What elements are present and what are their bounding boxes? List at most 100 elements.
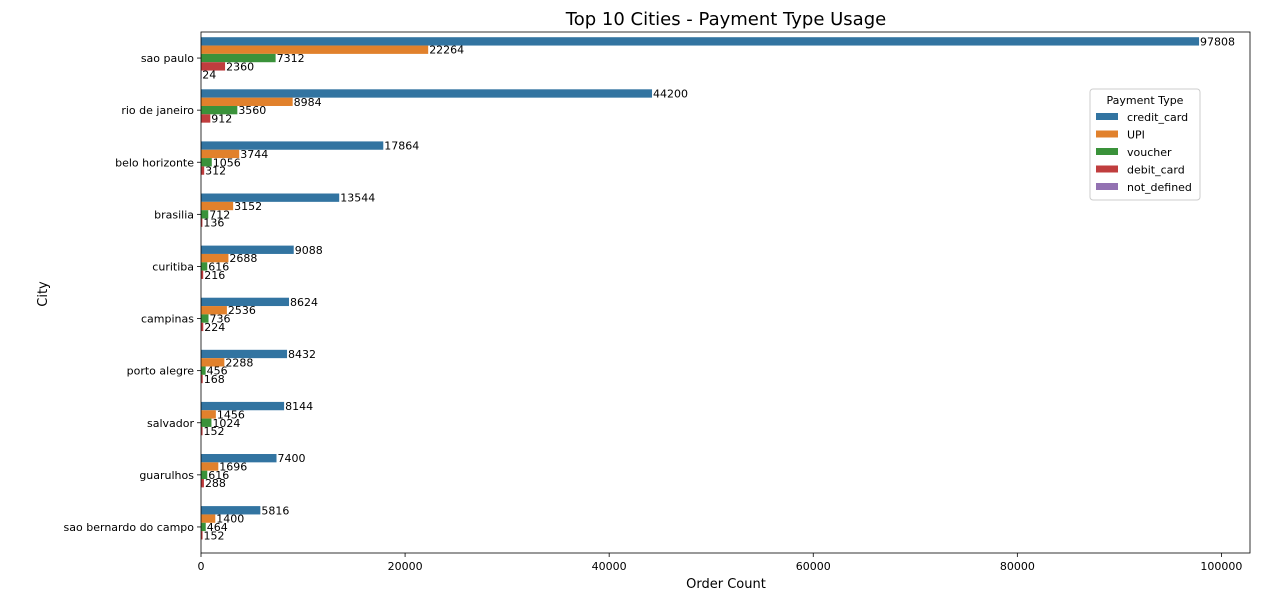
bar-label-debit_card-belo-horizonte: 312 (205, 165, 226, 178)
bar-label-UPI-rio-de-janeiro: 8984 (294, 96, 322, 109)
bar-label-UPI-belo-horizonte: 3744 (240, 148, 268, 161)
y-tick-label-guarulhos: guarulhos (139, 469, 194, 482)
x-tick-label-60000: 60000 (796, 560, 831, 573)
bar-UPI-curitiba (201, 253, 229, 263)
bar-voucher-guarulhos (201, 470, 208, 480)
y-tick-label-rio-de-janeiro: rio de janeiro (121, 104, 194, 117)
bar-voucher-curitiba (201, 262, 208, 271)
bar-label-debit_card-sao-paulo: 2360 (226, 60, 254, 73)
y-tick-label-porto-alegre: porto alegre (127, 365, 195, 378)
bar-credit_card-sao-paulo (201, 37, 1200, 46)
x-tick-label-80000: 80000 (1000, 560, 1035, 573)
bar-label-credit_card-belo-horizonte: 17864 (384, 140, 419, 153)
bar-UPI-sao-bernardo-do-campo (201, 514, 216, 523)
bar-credit_card-brasilia (201, 193, 340, 202)
bar-voucher-belo-horizonte (201, 158, 212, 167)
bar-label-UPI-curitiba: 2688 (229, 252, 257, 265)
bar-label-credit_card-porto-alegre: 8432 (288, 348, 316, 361)
bar-label-UPI-guarulhos: 1696 (219, 461, 247, 474)
bar-credit_card-sao-bernardo-do-campo (201, 506, 261, 515)
bar-label-credit_card-campinas: 8624 (290, 296, 318, 309)
bar-UPI-belo-horizonte (201, 149, 240, 159)
bar-label-debit_card-guarulhos: 288 (205, 477, 226, 490)
bar-UPI-salvador (201, 410, 216, 419)
bar-label-credit_card-salvador: 8144 (285, 400, 313, 413)
legend-label-debit_card: debit_card (1127, 164, 1185, 177)
bar-credit_card-belo-horizonte (201, 141, 384, 150)
bar-label-UPI-sao-bernardo-do-campo: 1400 (216, 513, 244, 526)
bar-label-UPI-porto-alegre: 2288 (225, 356, 253, 369)
bar-voucher-rio-de-janeiro (201, 105, 238, 115)
bar-label-credit_card-brasilia: 13544 (340, 192, 375, 205)
bar-label-debit_card-porto-alegre: 168 (204, 373, 225, 386)
bar-label-voucher-salvador: 1024 (212, 417, 240, 430)
bar-label-voucher-belo-horizonte: 1056 (213, 156, 241, 169)
bar-label-UPI-campinas: 2536 (228, 304, 256, 317)
bar-label-debit_card-campinas: 224 (204, 321, 225, 334)
bar-debit_card-belo-horizonte (201, 166, 205, 175)
bar-label-voucher-rio-de-janeiro: 3560 (238, 104, 266, 117)
bar-label-UPI-brasilia: 3152 (234, 200, 262, 213)
bar-debit_card-porto-alegre (201, 374, 203, 384)
bar-label-voucher-curitiba: 616 (208, 260, 229, 273)
legend-swatch-credit_card (1096, 113, 1118, 120)
bar-label-debit_card-curitiba: 216 (204, 269, 225, 282)
y-tick-label-campinas: campinas (141, 313, 194, 326)
legend-swatch-voucher (1096, 148, 1118, 155)
bar-credit_card-porto-alegre (201, 349, 288, 359)
bar-credit_card-curitiba (201, 245, 294, 254)
bar-label-credit_card-sao-paulo: 97808 (1200, 35, 1235, 48)
plot-area: 97808 44200 17864 13544 9088 8624 8432 8144 7400… (64, 31, 1251, 573)
bar-label-debit_card-salvador: 152 (204, 425, 225, 438)
bar-label-voucher-porto-alegre: 456 (207, 365, 228, 378)
bar-debit_card-guarulhos (201, 479, 204, 488)
y-tick-label-sao-paulo: sao paulo (141, 52, 194, 65)
bar-label-voucher-sao-bernardo-do-campo: 464 (207, 521, 228, 534)
bar-UPI-campinas (201, 306, 227, 315)
y-axis-label: City (36, 281, 51, 307)
bar-label-voucher-brasilia: 712 (209, 208, 230, 221)
bar-UPI-porto-alegre (201, 358, 225, 367)
bar-label-debit_card-sao-bernardo-do-campo: 152 (204, 529, 225, 542)
bar-voucher-sao-bernardo-do-campo (201, 522, 206, 532)
bar-voucher-brasilia (201, 210, 209, 219)
bar-debit_card-salvador (201, 426, 203, 436)
legend-title: Payment Type (1107, 94, 1184, 107)
x-tick-label-20000: 20000 (388, 560, 423, 573)
bar-debit_card-sao-bernardo-do-campo (201, 531, 203, 540)
bar-UPI-sao-paulo (201, 45, 429, 54)
bar-credit_card-rio-de-janeiro (201, 89, 653, 98)
bar-credit_card-salvador (201, 401, 285, 411)
chart-title: Top 10 Cities - Payment Type Usage (565, 9, 886, 30)
x-tick-label-100000: 100000 (1200, 560, 1242, 573)
legend: Payment Type credit_card UPI voucher debit_c… (1089, 88, 1201, 201)
bar-voucher-campinas (201, 314, 209, 323)
legend-label-credit_card: credit_card (1127, 111, 1188, 124)
legend-swatch-debit_card (1096, 165, 1118, 173)
y-tick-label-salvador: salvador (147, 417, 194, 430)
bar-debit_card-campinas (201, 322, 204, 332)
legend-label-not_defined: not_defined (1127, 181, 1192, 194)
bar-debit_card-sao-paulo (201, 62, 226, 71)
bar-credit_card-guarulhos (201, 454, 277, 463)
y-tick-label-curitiba: curitiba (152, 260, 194, 273)
bar-label-debit_card-rio-de-janeiro: 912 (211, 112, 232, 125)
bar-UPI-rio-de-janeiro (201, 97, 293, 106)
bar-label-credit_card-curitiba: 9088 (295, 244, 323, 257)
bar-label-voucher-campinas: 736 (210, 313, 231, 326)
bar-voucher-porto-alegre (201, 366, 206, 375)
bar-label-voucher-sao-paulo: 7312 (277, 52, 305, 65)
bar-label-UPI-salvador: 1456 (217, 408, 245, 421)
bar-label-credit_card-guarulhos: 7400 (278, 452, 306, 465)
bar-voucher-salvador (201, 418, 212, 427)
legend-swatch-not_defined (1096, 183, 1118, 190)
legend-label-UPI: UPI (1127, 129, 1145, 142)
x-axis-label: Order Count (686, 577, 766, 592)
bar-label-voucher-guarulhos: 616 (208, 469, 229, 482)
bar-label-UPI-sao-paulo: 22264 (429, 44, 464, 57)
legend-label-voucher: voucher (1127, 146, 1172, 159)
bar-credit_card-campinas (201, 297, 290, 307)
x-tick-label-0: 0 (198, 560, 205, 573)
y-tick-label-brasilia: brasilia (154, 208, 194, 221)
